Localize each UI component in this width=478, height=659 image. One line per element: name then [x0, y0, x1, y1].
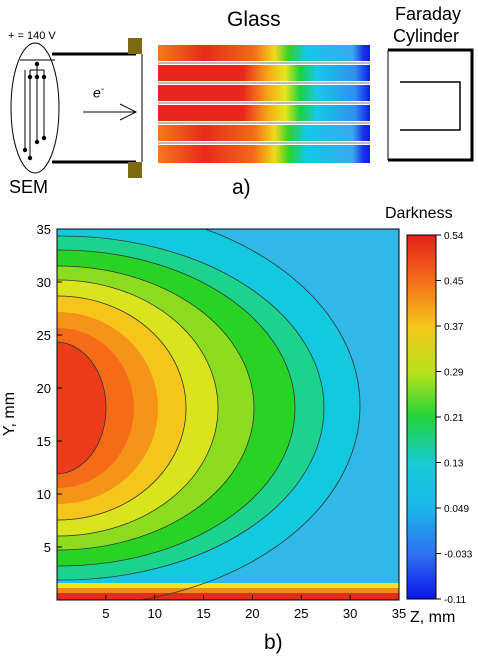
voltage-label: + = 140 V: [8, 30, 56, 42]
plot-frame: [56, 228, 400, 601]
panel-a-caption: a): [232, 176, 251, 199]
y-tick-label: 10: [37, 487, 51, 502]
faraday-label-line2: Cylinder: [393, 26, 460, 46]
electron-arrow: [83, 103, 138, 121]
y-tick-label: 30: [37, 275, 51, 290]
colorbar-ticks: 0.54 0.45 0.37 0.29 0.21 0.13 0.049 -0.033 -0.11: [436, 231, 473, 606]
y-tick-label: 5: [44, 540, 51, 555]
x-tick-label: 5: [102, 606, 109, 621]
colorbar-tick-label: 0.54: [444, 231, 464, 242]
y-tick-label: 20: [37, 381, 51, 396]
colorbar-tick-label: 0.37: [444, 322, 464, 333]
colorbar-tick-label: -0.033: [444, 550, 473, 561]
x-tick-label: 10: [147, 606, 161, 621]
panel-b: Darkness: [0, 205, 478, 659]
panel-b-caption: b): [264, 631, 283, 654]
glass-label: Glass: [227, 8, 281, 31]
bracket-top: [128, 38, 142, 54]
bracket-bottom: [128, 162, 142, 178]
colorbar-tick-label: 0.13: [444, 459, 464, 470]
y-tick-label: 25: [37, 328, 51, 343]
sem-label: SEM: [9, 177, 49, 197]
sem-schematic: [10, 38, 143, 178]
colorbar-tick-label: 0.21: [444, 413, 464, 424]
x-tick-label: 25: [294, 606, 308, 621]
x-tick-label: 35: [392, 606, 406, 621]
glass-strips: [158, 45, 370, 163]
y-tick-label: 15: [37, 434, 51, 449]
colorbar-tick-label: -0.11: [444, 595, 466, 606]
y-tick-label: 35: [37, 222, 51, 237]
x-tick-label: 30: [343, 606, 357, 621]
sem-electrodes: [20, 59, 55, 158]
faraday-label-line1: Faraday: [395, 4, 462, 24]
x-tick-label: 20: [245, 606, 259, 621]
electron-label: e-: [93, 84, 105, 101]
colorbar-title: Darkness: [385, 205, 453, 222]
heatmap-bands: [57, 229, 399, 600]
colorbar-tick-label: 0.45: [444, 277, 464, 288]
y-axis-ticks: 35 30 25 20 15 10 5: [37, 222, 62, 555]
electron-superscript: -: [100, 84, 105, 95]
x-axis-ticks: 5 10 15 20 25 30 35: [102, 595, 406, 621]
x-tick-label: 15: [196, 606, 210, 621]
x-axis-label: Z, mm: [410, 609, 456, 626]
colorbar-tick-label: 0.049: [444, 504, 469, 515]
heatmap-svg: 5 10 15 20 25 30 35 35 30 25 20 15 10 5 0.54 0.45 0.37…: [37, 222, 473, 621]
sem-outline: [10, 42, 60, 174]
panel-a: + = 140 V: [0, 0, 478, 205]
colorbar: [406, 234, 437, 600]
y-axis-label: Y, mm: [1, 391, 19, 437]
faraday-cylinder: [387, 48, 474, 162]
colorbar-tick-label: 0.29: [444, 368, 464, 379]
